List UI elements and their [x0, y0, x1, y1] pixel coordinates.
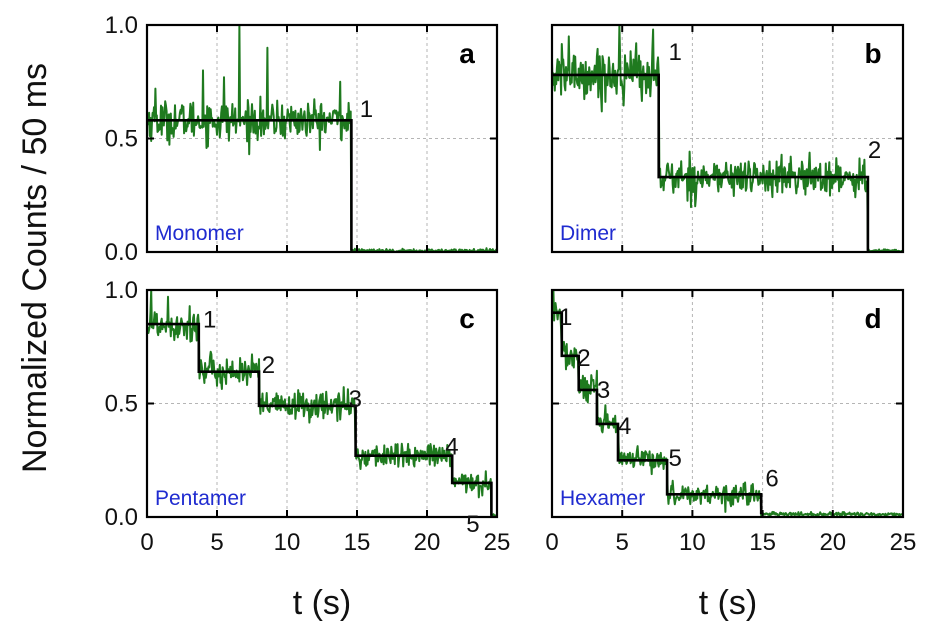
x-tick-label: 25 [484, 529, 511, 556]
x-tick-label: 15 [749, 529, 776, 556]
x-tick-label: 0 [545, 529, 558, 556]
x-tick-label: 20 [414, 529, 441, 556]
y-tick-label: 0.0 [105, 239, 138, 266]
step-label: 2 [262, 352, 275, 379]
x-tick-label: 10 [679, 529, 706, 556]
panel-name: Pentamer [155, 487, 246, 510]
panel-letter: b [864, 38, 881, 69]
panel-b: 1 2 b Dimer [550, 23, 905, 254]
step-label: 6 [765, 465, 778, 492]
step-label: 1 [203, 307, 216, 334]
panel-letter: a [459, 38, 475, 69]
step-label: 1 [669, 39, 682, 66]
step-label: 4 [445, 434, 458, 461]
step-label: 5 [669, 445, 682, 472]
x-tick-label: 10 [274, 529, 301, 556]
step-fit-d [552, 311, 763, 515]
panel-letter: d [864, 303, 881, 334]
trace-a [147, 24, 497, 253]
step-fit-c [147, 322, 493, 516]
y-tick-label: 1.0 [105, 12, 138, 39]
y-axis-title: Normalized Counts / 50 ms [16, 63, 54, 473]
step-label: 2 [577, 345, 590, 372]
step-label: 5 [466, 511, 479, 538]
x-tick-label: 20 [819, 529, 846, 556]
panel-letter: c [459, 303, 475, 334]
panel-name: Monomer [155, 222, 244, 245]
y-tick-label: 1.0 [105, 277, 138, 304]
x-axis-title-left: t (s) [293, 584, 352, 622]
x-tick-label: 0 [140, 529, 153, 556]
step-label: 4 [618, 413, 631, 440]
x-axis-title-right: t (s) [699, 584, 758, 622]
step-label: 1 [559, 304, 572, 331]
step-label: 2 [868, 137, 881, 164]
y-tick-label: 0.5 [105, 126, 138, 153]
step-fit-b [552, 73, 870, 251]
panel-c: 0 5 10 15 20 25 0.0 0.5 1.0 1 2 3 4 5 c Pentamer [105, 277, 511, 556]
step-label: 3 [349, 386, 362, 413]
x-tick-label: 5 [616, 529, 629, 556]
y-tick-label: 0.5 [105, 391, 138, 418]
step-label: 1 [360, 96, 373, 123]
panel-name: Dimer [560, 222, 616, 245]
panel-a: 0.0 0.5 1.0 1 a Monomer [105, 12, 499, 266]
x-tick-label: 15 [344, 529, 371, 556]
trace-b [552, 24, 903, 253]
step-fit-a [147, 119, 353, 251]
y-tick-label: 0.0 [105, 504, 138, 531]
x-tick-label: 5 [210, 529, 223, 556]
trace-c [147, 289, 497, 518]
x-tick-label: 25 [890, 529, 917, 556]
panel-name: Hexamer [560, 487, 645, 510]
step-label: 3 [597, 377, 610, 404]
